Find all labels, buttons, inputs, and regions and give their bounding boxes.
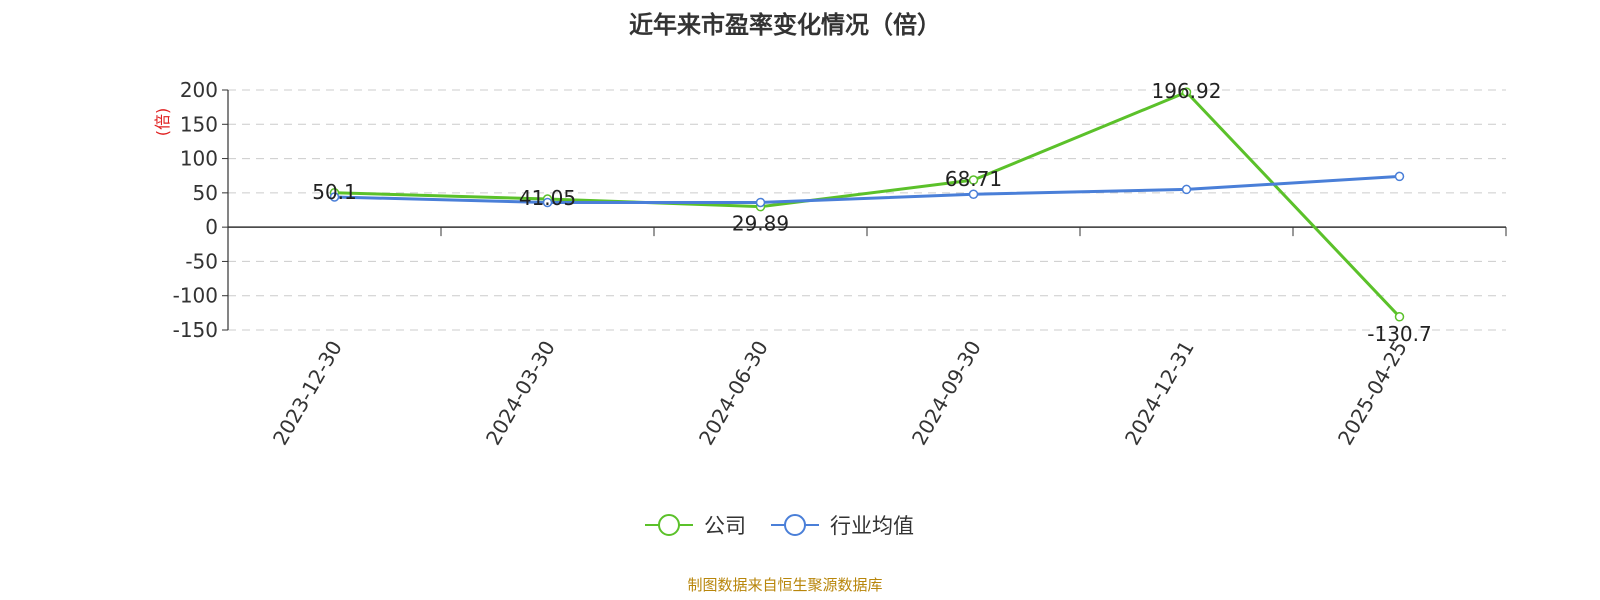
- data-label: 29.89: [732, 212, 789, 236]
- x-tick-label: 2023-12-30: [268, 337, 347, 450]
- legend-label: 公司: [704, 514, 746, 538]
- x-tick-label: 2024-03-30: [481, 337, 560, 450]
- data-point-1[interactable]: [755, 197, 766, 208]
- legend-item-0[interactable]: 公司: [645, 514, 746, 538]
- legend[interactable]: 公司 行业均值: [645, 514, 914, 538]
- data-point-1[interactable]: [542, 197, 553, 208]
- y-tick-label: -50: [185, 249, 218, 273]
- data-label: 50.1: [312, 180, 357, 204]
- y-tick-label: 200: [180, 78, 218, 102]
- data-point-0[interactable]: [968, 175, 979, 185]
- y-tick-label: 150: [180, 112, 218, 136]
- data-point-1[interactable]: [329, 192, 340, 202]
- data-label: 41.05: [519, 186, 576, 210]
- legend-label: 行业均值: [830, 514, 914, 538]
- y-tick-label: 50: [193, 181, 218, 205]
- data-label: 196.92: [1152, 79, 1222, 103]
- data-label: -130.7: [1367, 322, 1431, 346]
- data-point-1[interactable]: [968, 189, 979, 199]
- chart-title: 近年来市盈率变化情况（倍）: [629, 11, 941, 39]
- x-tick-label: 2024-09-30: [907, 337, 986, 450]
- x-tick-label: 2024-12-31: [1120, 337, 1199, 450]
- x-tick-label: 2024-06-30: [694, 337, 773, 450]
- series-lines: [329, 87, 1405, 322]
- data-labels: 50.1 41.05 29.89 68.71 196.92 -130.7: [312, 79, 1432, 346]
- data-point-1[interactable]: [1394, 171, 1405, 182]
- data-point-1[interactable]: [1181, 184, 1192, 195]
- data-label: 68.71: [945, 167, 1002, 191]
- series-line-0: [334, 90, 1401, 318]
- y-tick-label: -100: [173, 284, 218, 308]
- data-point-0[interactable]: [1181, 87, 1192, 97]
- axes: 200 150 100 50 0 -50 -100 -150 2023-12-30 2024-03…: [173, 78, 1507, 450]
- legend-marker: [658, 514, 680, 536]
- grid-lines: [228, 89, 1506, 331]
- y-tick-label: 0: [205, 215, 218, 239]
- series-line-1: [334, 174, 1400, 204]
- data-point-0[interactable]: [1394, 312, 1405, 322]
- source-note: 制图数据来自恒生聚源数据库: [687, 576, 882, 594]
- y-axis-label: (倍): [153, 108, 172, 137]
- legend-item-1[interactable]: 行业均值: [771, 514, 914, 538]
- x-tick-label: 2025-04-25: [1333, 337, 1412, 450]
- y-tick-label: -150: [173, 318, 218, 342]
- legend-marker: [784, 514, 806, 536]
- y-tick-label: 100: [180, 147, 218, 171]
